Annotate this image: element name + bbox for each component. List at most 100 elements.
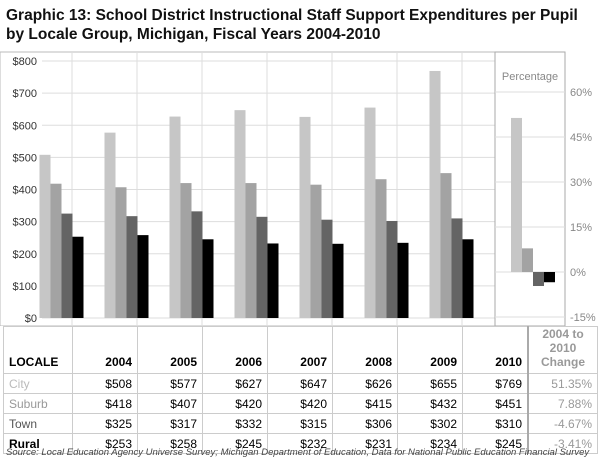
value-cell: $302 <box>397 413 463 434</box>
bar-city-2008 <box>299 116 311 319</box>
value-cell: $315 <box>267 413 333 434</box>
value-cell: $310 <box>462 413 529 434</box>
change-cell: 7.88% <box>527 393 598 414</box>
value-cell: $508 <box>72 373 138 394</box>
value-cell: $418 <box>72 393 138 414</box>
bar-rural-2006 <box>202 239 214 318</box>
header-year: 2004 <box>72 326 138 374</box>
bar-city-2005 <box>104 132 116 318</box>
value-cell: $769 <box>462 373 529 394</box>
bar-town-2007 <box>256 216 268 318</box>
bar-town-2005 <box>126 216 138 318</box>
pct-tick-label: 45% <box>570 132 592 144</box>
pct-bar-suburb <box>522 248 533 272</box>
y-tick-label: $200 <box>13 249 37 261</box>
bar-rural-2007 <box>267 243 279 318</box>
value-cell: $655 <box>397 373 463 394</box>
value-cell: $407 <box>137 393 203 414</box>
bar-suburb-2006 <box>180 183 192 318</box>
pct-tick-label: 30% <box>570 177 592 189</box>
chart-title: Graphic 13: School District Instructiona… <box>6 7 578 43</box>
value-cell: $258 <box>137 433 203 454</box>
value-cell: $231 <box>332 433 398 454</box>
bar-town-2004 <box>61 213 73 318</box>
value-cell: $647 <box>267 373 333 394</box>
bar-chart: $0 $100 $200 $300 $400 $500 $600 $700 $800 Percen… <box>0 51 596 326</box>
bar-suburb-2009 <box>375 179 387 318</box>
locale-label: Town <box>3 413 73 434</box>
bar-city-2009 <box>364 107 376 318</box>
bar-rural-2005 <box>137 235 149 318</box>
header-year: 2010 <box>462 326 529 374</box>
y-tick-label: $300 <box>13 217 37 229</box>
bar-rural-2004 <box>72 236 84 318</box>
pct-panel-frame <box>494 51 566 326</box>
table-row: Suburb $418 $407 $420 $420 $415 $432 $451 7.88% <box>3 393 598 414</box>
header-year: 2006 <box>202 326 268 374</box>
header-locale: LOCALE <box>3 326 73 374</box>
header-year: 2008 <box>332 326 398 374</box>
bar-city-2007 <box>234 110 246 319</box>
value-cell: $415 <box>332 393 398 414</box>
pct-bar-town <box>533 272 544 287</box>
value-cell: $627 <box>202 373 268 394</box>
bar-suburb-2008 <box>310 184 322 318</box>
pct-tick-label: 60% <box>570 87 592 99</box>
value-cell: $306 <box>332 413 398 434</box>
change-cell: -3.41% <box>527 433 598 454</box>
table-header-row: LOCALE 2004 2005 2006 2007 2008 2009 201… <box>3 326 598 374</box>
bar-city-2010 <box>429 70 441 319</box>
value-cell: $325 <box>72 413 138 434</box>
header-change: 2004 to 2010 Change <box>527 326 598 374</box>
table-row: Rural $253 $258 $245 $232 $231 $234 $245 -3.41% <box>3 433 598 454</box>
bar-rural-2010 <box>462 239 474 318</box>
value-cell: $332 <box>202 413 268 434</box>
value-cell: $626 <box>332 373 398 394</box>
value-cell: $232 <box>267 433 333 454</box>
value-cell: $245 <box>462 433 529 454</box>
pct-panel-title: Percentage <box>502 71 558 83</box>
header-year: 2005 <box>137 326 203 374</box>
pct-bar-rural <box>544 272 555 283</box>
bar-town-2006 <box>191 211 203 318</box>
bar-city-2004 <box>39 154 51 318</box>
y-tick-label: $500 <box>13 152 37 164</box>
y-tick-label: $100 <box>13 281 37 293</box>
y-tick-label: $600 <box>13 120 37 132</box>
value-cell: $245 <box>202 433 268 454</box>
value-cell: $451 <box>462 393 529 414</box>
value-cell: $317 <box>137 413 203 434</box>
y-tick-label: $700 <box>13 88 37 100</box>
value-cell: $420 <box>202 393 268 414</box>
bar-town-2008 <box>321 219 333 318</box>
value-cell: $253 <box>72 433 138 454</box>
bar-town-2009 <box>386 220 398 318</box>
bar-suburb-2010 <box>440 173 452 318</box>
bar-rural-2009 <box>397 242 409 318</box>
locale-label: City <box>3 373 73 394</box>
source-note: Source: Local Education Agency Universe … <box>6 447 590 458</box>
y-tick-label: $0 <box>25 313 37 325</box>
header-year: 2007 <box>267 326 333 374</box>
bar-suburb-2007 <box>245 183 257 318</box>
value-cell: $577 <box>137 373 203 394</box>
value-cell: $420 <box>267 393 333 414</box>
change-cell: 51.35% <box>527 373 598 394</box>
pct-tick-label: -15% <box>570 312 596 324</box>
value-cell: $432 <box>397 393 463 414</box>
data-table: LOCALE 2004 2005 2006 2007 2008 2009 201… <box>3 326 598 454</box>
bar-town-2010 <box>451 218 463 318</box>
bar-rural-2008 <box>332 243 344 318</box>
locale-label: Rural <box>3 433 73 454</box>
table-row: Town $325 $317 $332 $315 $306 $302 $310 -4.67% <box>3 413 598 434</box>
bar-suburb-2004 <box>50 183 62 318</box>
pct-tick-label: 0% <box>570 267 586 279</box>
bar-city-2006 <box>169 116 181 318</box>
header-year: 2009 <box>397 326 463 374</box>
bar-suburb-2005 <box>115 187 127 318</box>
y-tick-label: $400 <box>13 185 37 197</box>
locale-label: Suburb <box>3 393 73 414</box>
y-tick-label: $800 <box>13 56 37 68</box>
change-cell: -4.67% <box>527 413 598 434</box>
pct-bar-city <box>511 117 522 272</box>
